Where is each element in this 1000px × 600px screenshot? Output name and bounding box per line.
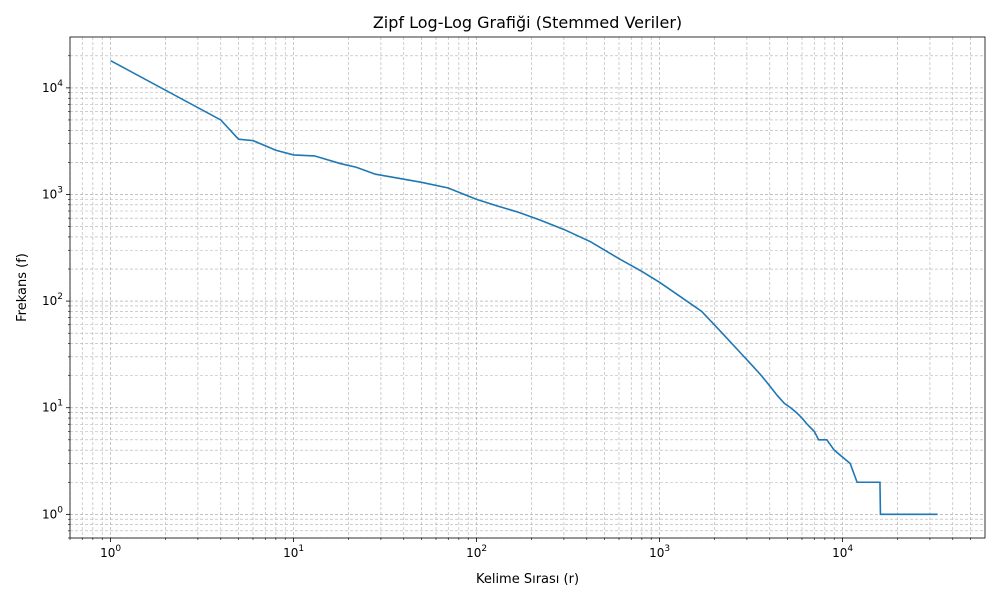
y-axis-label: Frekans (f) xyxy=(15,253,30,322)
y-tick-label: 101 xyxy=(42,399,63,415)
x-tick-label: 101 xyxy=(283,544,304,560)
x-tick-label: 100 xyxy=(100,544,121,560)
x-axis-ticks: 100 101 102 103 104 xyxy=(69,538,971,560)
x-axis-label: Kelime Sırası (r) xyxy=(476,572,579,587)
y-tick-label: 103 xyxy=(42,185,63,201)
x-tick-label: 102 xyxy=(466,544,487,560)
chart-title: Zipf Log-Log Grafiği (Stemmed Veriler) xyxy=(373,13,682,32)
frequency-series-line xyxy=(110,59,938,516)
x-tick-label: 103 xyxy=(649,544,670,560)
plot-frame xyxy=(69,36,986,539)
y-tick-label: 104 xyxy=(42,79,63,95)
y-tick-label: 102 xyxy=(42,292,63,308)
minor-grid xyxy=(69,37,985,539)
major-grid xyxy=(70,37,985,538)
x-tick-label: 104 xyxy=(832,544,853,560)
y-tick-label: 100 xyxy=(42,505,63,521)
y-axis-ticks: 100 101 102 103 104 xyxy=(42,55,70,539)
